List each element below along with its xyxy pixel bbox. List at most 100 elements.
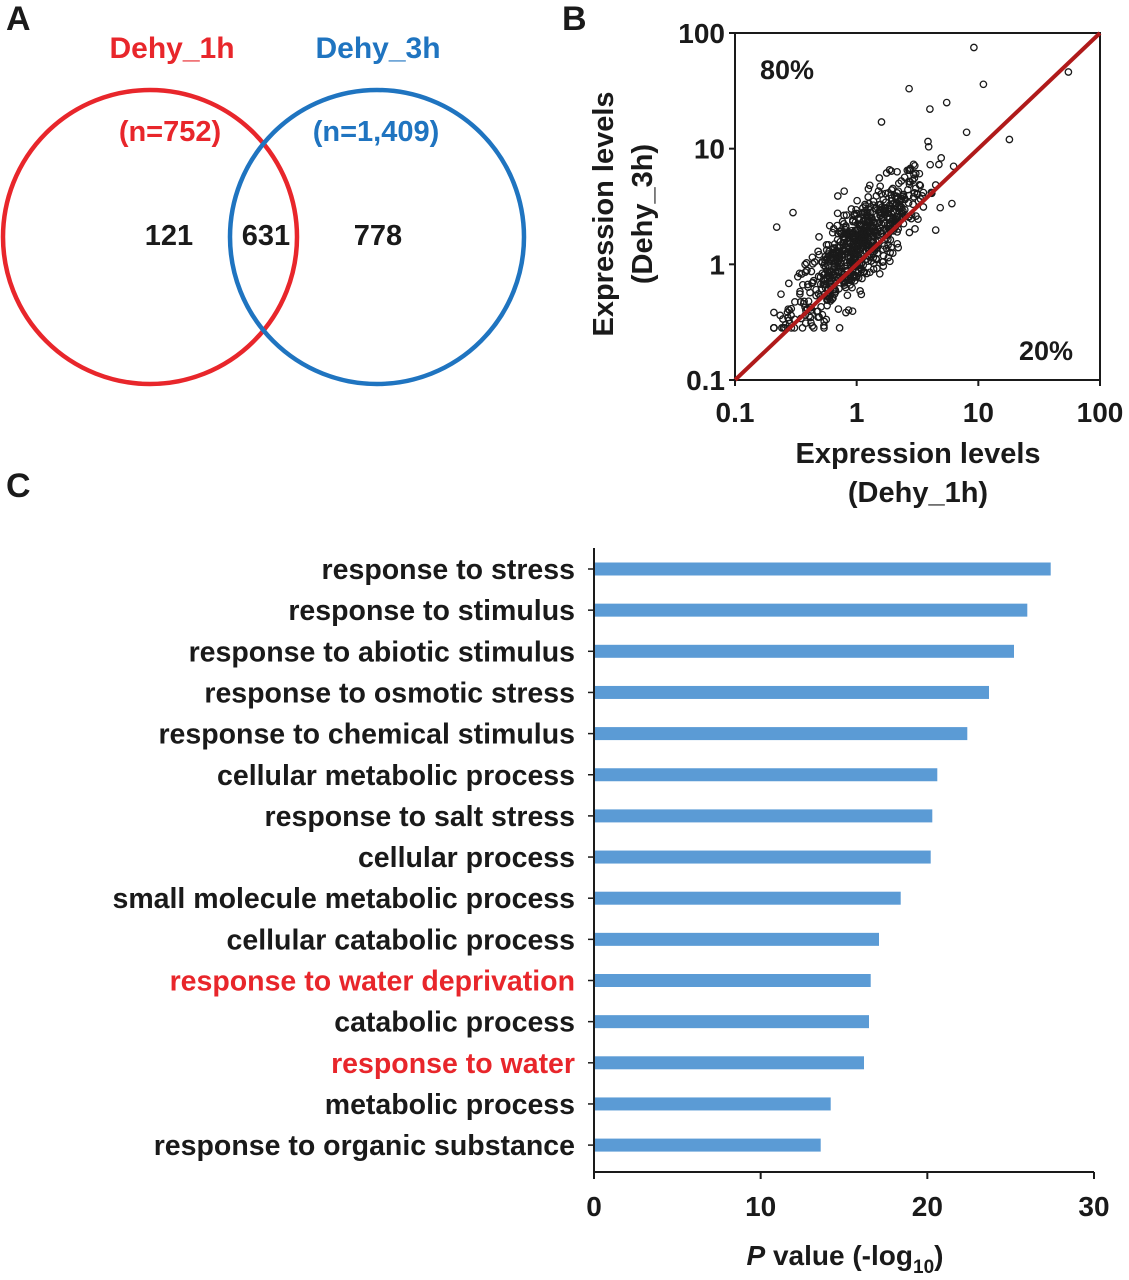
scatter-point: [881, 189, 890, 198]
category-label: metabolic process: [325, 1089, 575, 1121]
scatter-point: [894, 187, 903, 196]
category-label: response to osmotic stress: [204, 677, 575, 709]
bar: [594, 1097, 831, 1111]
scatter-point: [783, 308, 792, 317]
scatter-point: [807, 318, 815, 327]
scatter-point: [814, 247, 822, 256]
scatter-point: [867, 257, 875, 265]
scatter-point: [875, 269, 884, 278]
bar: [594, 891, 901, 905]
scatter-point: [831, 267, 839, 276]
xlabel-subscript: 10: [913, 1257, 934, 1278]
scatter-point: [886, 236, 895, 244]
scatter-point: [872, 192, 881, 200]
scatter-point: [877, 118, 886, 126]
scatter-point: [849, 273, 858, 282]
scatter-point: [815, 233, 823, 241]
scatter-point: [937, 154, 946, 162]
scatter-point: [900, 173, 909, 182]
scatter-point: [770, 308, 778, 317]
annotation-lower-right: 20%: [1019, 336, 1073, 366]
scatter-point: [885, 166, 894, 174]
scatter-frame: [734, 32, 1101, 381]
scatter-point: [821, 259, 829, 268]
bar-panel: C response to stress response to stimulus…: [6, 467, 1110, 1278]
scatter-point: [911, 225, 919, 233]
scatter-point: [910, 174, 919, 183]
x-tick-label: 0.1: [716, 397, 755, 428]
scatter-point: [855, 228, 864, 236]
venn-overlap: 631: [242, 220, 290, 252]
scatter-point: [859, 267, 868, 276]
scatter-point: [822, 315, 831, 324]
scatter-point: [885, 204, 894, 213]
bar: [594, 1056, 864, 1070]
scatter-point: [903, 166, 912, 175]
scatter-point: [942, 98, 951, 107]
scatter-point: [905, 180, 914, 189]
scatter-point: [785, 306, 794, 315]
scatter-point: [919, 203, 928, 211]
y-tick-label: 100: [678, 18, 725, 49]
scatter-point: [841, 229, 849, 238]
scatter-point: [887, 194, 896, 203]
identity-line: [733, 31, 1102, 382]
scatter-point: [849, 241, 858, 250]
scatter-point: [926, 105, 934, 113]
category-label: response to chemical stimulus: [158, 719, 575, 751]
scatter-point: [825, 221, 834, 230]
scatter-point: [806, 313, 815, 322]
scatter-point: [863, 257, 872, 266]
xlabel-close: ): [934, 1240, 943, 1271]
scatter-point: [948, 199, 956, 208]
p-italic: P: [747, 1240, 766, 1271]
bar: [594, 685, 989, 699]
scatter-point: [836, 259, 845, 267]
category-label: small molecule metabolic process: [112, 883, 575, 915]
venn-circle-dehy-1h: [0, 87, 300, 387]
annotation-upper-left: 80%: [760, 55, 814, 85]
scatter-point: [823, 271, 832, 280]
scatter-point: [915, 169, 924, 178]
scatter-point: [784, 313, 792, 322]
scatter-point: [893, 239, 902, 248]
scatter-ylabel-line2: (Dehy_3h): [627, 144, 659, 284]
scatter-point: [833, 192, 842, 200]
category-label: response to stimulus: [288, 595, 575, 627]
scatter-point: [776, 311, 785, 320]
bar: [594, 974, 871, 987]
scatter-point: [838, 250, 847, 259]
scatter-point: [835, 264, 844, 272]
bar: [594, 644, 1014, 658]
xlabel-main: value (-log: [765, 1240, 913, 1271]
y-tick-label: 0.1: [686, 365, 725, 396]
scatter-point: [784, 279, 793, 288]
scatter-point: [869, 223, 878, 232]
category-label: catabolic process: [334, 1007, 575, 1039]
scatter-point: [878, 214, 886, 222]
scatter-point: [820, 324, 828, 332]
venn-only-1h: 121: [145, 220, 193, 252]
scatter-point: [831, 287, 840, 296]
bar: [594, 932, 879, 946]
scatter-point: [924, 137, 932, 146]
x-tick-label: 10: [963, 397, 994, 428]
category-label: response to water deprivation: [170, 966, 575, 998]
scatter-point: [886, 221, 894, 230]
scatter-point: [804, 283, 812, 291]
scatter-point: [784, 305, 793, 314]
bar: [594, 850, 931, 864]
scatter-point: [1064, 68, 1073, 76]
bars: [594, 562, 1051, 1152]
scatter-point: [860, 232, 868, 241]
scatter-point: [907, 214, 916, 223]
scatter-point: [856, 220, 864, 229]
scatter-point: [856, 287, 864, 295]
y-tick-label: 10: [694, 134, 725, 165]
scatter-point: [909, 200, 917, 209]
scatter-point: [901, 195, 909, 204]
category-label: response to abiotic stimulus: [189, 636, 575, 668]
y-tick-label: 1: [709, 249, 725, 280]
scatter-point: [836, 228, 844, 236]
